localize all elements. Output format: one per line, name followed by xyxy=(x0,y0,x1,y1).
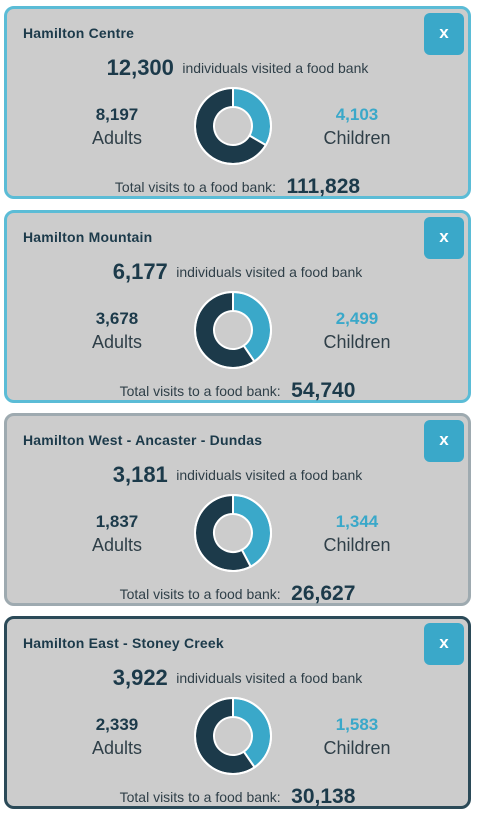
total-visits: Total visits to a food bank: 54,740 xyxy=(7,379,468,403)
adults-label: Adults xyxy=(91,128,143,148)
children-count: 1,344 xyxy=(335,512,379,531)
children-count: 4,103 xyxy=(335,105,379,124)
total-visits-count: 26,627 xyxy=(291,582,356,605)
adults-children-donut xyxy=(194,86,272,165)
children-count: 2,499 xyxy=(335,309,379,328)
individuals-count: 12,300 xyxy=(106,55,174,80)
adults-stat: 1,837 Adults xyxy=(57,512,177,558)
donut-outline xyxy=(194,87,272,165)
children-stat: 2,499 Children xyxy=(297,309,417,355)
riding-card-mountain: Hamilton Mountain x 6,177 individuals vi… xyxy=(4,210,471,403)
individuals-label: individuals visited a food bank xyxy=(176,264,363,280)
individuals-count: 6,177 xyxy=(112,259,168,284)
individuals-summary: 12,300 individuals visited a food bank xyxy=(7,55,468,81)
individuals-label: individuals visited a food bank xyxy=(176,467,363,483)
individuals-summary: 6,177 individuals visited a food bank xyxy=(7,259,468,285)
total-visits: Total visits to a food bank: 26,627 xyxy=(7,582,468,606)
close-button[interactable]: x xyxy=(424,623,464,665)
adults-count: 3,678 xyxy=(95,309,139,328)
adults-count: 2,339 xyxy=(95,715,139,734)
total-visits-label: Total visits to a food bank: xyxy=(119,586,281,602)
individuals-label: individuals visited a food bank xyxy=(182,60,369,76)
donut-outline xyxy=(194,291,272,369)
total-visits-label: Total visits to a food bank: xyxy=(119,789,281,805)
total-visits: Total visits to a food bank: 30,138 xyxy=(7,785,468,809)
children-stat: 1,344 Children xyxy=(297,512,417,558)
individuals-label: individuals visited a food bank xyxy=(176,670,363,686)
children-stat: 4,103 Children xyxy=(297,105,417,151)
individuals-summary: 3,922 individuals visited a food bank xyxy=(7,665,468,691)
children-label: Children xyxy=(323,128,391,148)
adults-label: Adults xyxy=(91,738,143,758)
card-title: Hamilton Centre xyxy=(23,25,135,41)
individuals-count: 3,922 xyxy=(112,665,168,690)
card-title: Hamilton West - Ancaster - Dundas xyxy=(23,432,263,448)
children-stat: 1,583 Children xyxy=(297,715,417,761)
adults-stat: 3,678 Adults xyxy=(57,309,177,355)
adults-count: 8,197 xyxy=(95,105,139,124)
close-button[interactable]: x xyxy=(424,13,464,55)
children-label: Children xyxy=(323,535,391,555)
adults-label: Adults xyxy=(91,332,143,352)
adults-children-donut xyxy=(194,290,272,369)
card-title: Hamilton East - Stoney Creek xyxy=(23,635,224,651)
card-title: Hamilton Mountain xyxy=(23,229,153,245)
individuals-summary: 3,181 individuals visited a food bank xyxy=(7,462,468,488)
riding-card-west-ancaster-dundas: Hamilton West - Ancaster - Dundas x 3,18… xyxy=(4,413,471,606)
adults-count: 1,837 xyxy=(95,512,139,531)
adults-children-donut xyxy=(194,493,272,572)
total-visits-count: 54,740 xyxy=(291,379,356,402)
adults-stat: 8,197 Adults xyxy=(57,105,177,151)
children-count: 1,583 xyxy=(335,715,379,734)
adults-label: Adults xyxy=(91,535,143,555)
riding-card-centre: Hamilton Centre x 12,300 individuals vis… xyxy=(4,6,471,199)
children-label: Children xyxy=(323,738,391,758)
adults-stat: 2,339 Adults xyxy=(57,715,177,761)
close-button[interactable]: x xyxy=(424,217,464,259)
total-visits-count: 111,828 xyxy=(286,175,361,198)
donut-outline xyxy=(194,494,272,572)
riding-card-east-stoney-creek: Hamilton East - Stoney Creek x 3,922 ind… xyxy=(4,616,471,809)
donut-outline xyxy=(194,697,272,775)
individuals-count: 3,181 xyxy=(112,462,168,487)
total-visits: Total visits to a food bank: 111,828 xyxy=(7,175,468,199)
total-visits-label: Total visits to a food bank: xyxy=(119,383,281,399)
total-visits-count: 30,138 xyxy=(291,785,356,808)
close-button[interactable]: x xyxy=(424,420,464,462)
children-label: Children xyxy=(323,332,391,352)
adults-children-donut xyxy=(194,696,272,775)
total-visits-label: Total visits to a food bank: xyxy=(114,179,277,195)
